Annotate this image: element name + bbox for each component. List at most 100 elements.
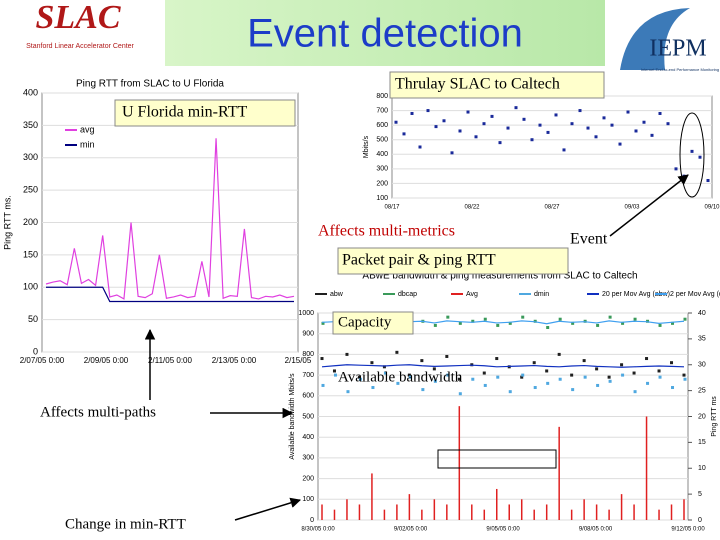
point — [562, 148, 566, 152]
point — [471, 319, 475, 323]
dolphin-icon — [620, 8, 690, 70]
point — [426, 109, 430, 113]
point — [333, 373, 337, 377]
y-tick-label: 500 — [302, 413, 314, 420]
arrow — [234, 497, 302, 521]
point — [458, 129, 462, 133]
x-tick-label: 09/10 — [704, 205, 720, 211]
annotation-box — [332, 311, 414, 335]
point — [682, 373, 686, 377]
point — [570, 373, 574, 377]
point — [657, 369, 661, 373]
point — [521, 373, 525, 377]
y-tick-label: 700 — [376, 107, 388, 114]
x-tick-label: 2/11/05 0:00 — [148, 356, 192, 365]
point — [395, 350, 399, 354]
y2-tick-label: 40 — [698, 310, 706, 317]
point — [621, 321, 625, 325]
point — [407, 373, 411, 377]
point — [458, 321, 462, 325]
y2-tick-label: 25 — [698, 387, 706, 394]
point — [620, 363, 624, 367]
iepm-logo: IEPM — [649, 36, 706, 62]
y-tick-label: 700 — [302, 372, 314, 379]
y-tick-label: 800 — [302, 351, 314, 358]
point — [370, 361, 374, 365]
point — [658, 323, 662, 327]
y2-tick-label: 15 — [698, 439, 706, 446]
legend-label: dmin — [534, 291, 549, 298]
point — [445, 354, 449, 358]
point — [466, 110, 470, 114]
point — [332, 369, 336, 373]
chart-title: ABwE bandwidth & ping measurements from … — [362, 271, 637, 282]
point — [546, 325, 550, 329]
x-tick-label: 09/03 — [624, 205, 640, 211]
point — [450, 151, 454, 155]
y2-tick-label: 0 — [698, 517, 702, 524]
point — [495, 357, 499, 361]
point — [533, 386, 537, 390]
slac-logo: SLAC — [35, 0, 120, 36]
point — [357, 375, 361, 379]
point — [554, 113, 558, 117]
point — [608, 379, 612, 383]
y-axis-label: Mbits/s — [363, 135, 370, 158]
point — [546, 381, 550, 385]
point — [432, 367, 436, 371]
chart-title: Ping RTT from SLAC to U Florida — [76, 79, 224, 90]
y-tick-label: 0 — [33, 346, 38, 356]
arrow — [609, 174, 689, 237]
y-tick-label: 100 — [376, 195, 388, 202]
point — [632, 371, 636, 375]
legend-label: dbcap — [398, 291, 417, 298]
point — [346, 390, 350, 394]
x-tick-label: 2/09/05 0:00 — [84, 356, 129, 365]
point — [670, 361, 674, 365]
point — [446, 373, 450, 377]
annotation: Affects multi-paths — [40, 404, 156, 420]
legend-label: abw — [330, 291, 344, 298]
point — [634, 129, 638, 133]
legend-label: min — [80, 139, 95, 149]
point — [610, 123, 614, 127]
y-axis-label: Ping RTT ms. — [2, 195, 12, 250]
y-tick-label: 1000 — [298, 310, 314, 317]
annotation: U Florida min-RTT — [122, 104, 247, 121]
point — [474, 135, 478, 139]
y-tick-label: 200 — [23, 217, 38, 227]
point — [570, 122, 574, 126]
y-tick-label: 300 — [23, 152, 38, 162]
x-tick-label: 08/27 — [544, 205, 560, 211]
point — [582, 359, 586, 363]
point — [546, 130, 550, 134]
y-tick-label: 500 — [376, 137, 388, 144]
event-box — [437, 449, 557, 469]
point — [658, 111, 662, 115]
point — [508, 321, 512, 325]
point — [402, 132, 406, 136]
annotation: Change in min-RTT — [65, 516, 186, 532]
y-tick-label: 0 — [310, 517, 314, 524]
point — [608, 315, 612, 319]
point — [496, 323, 500, 327]
point — [633, 317, 637, 321]
point — [483, 317, 487, 321]
y-tick-label: 400 — [302, 434, 314, 441]
point — [596, 383, 600, 387]
point — [522, 117, 526, 121]
header-band — [165, 0, 605, 66]
point — [458, 392, 462, 396]
y-tick-label: 400 — [23, 87, 38, 97]
plot-area — [391, 95, 713, 199]
point — [633, 390, 637, 394]
y2-tick-label: 10 — [698, 465, 706, 472]
point — [408, 375, 412, 379]
point — [482, 371, 486, 375]
x-tick-label: 9/02/05 0:00 — [394, 527, 428, 533]
point — [557, 352, 561, 356]
point — [394, 120, 398, 124]
point — [642, 120, 646, 124]
annotation: Capacity — [338, 314, 392, 330]
